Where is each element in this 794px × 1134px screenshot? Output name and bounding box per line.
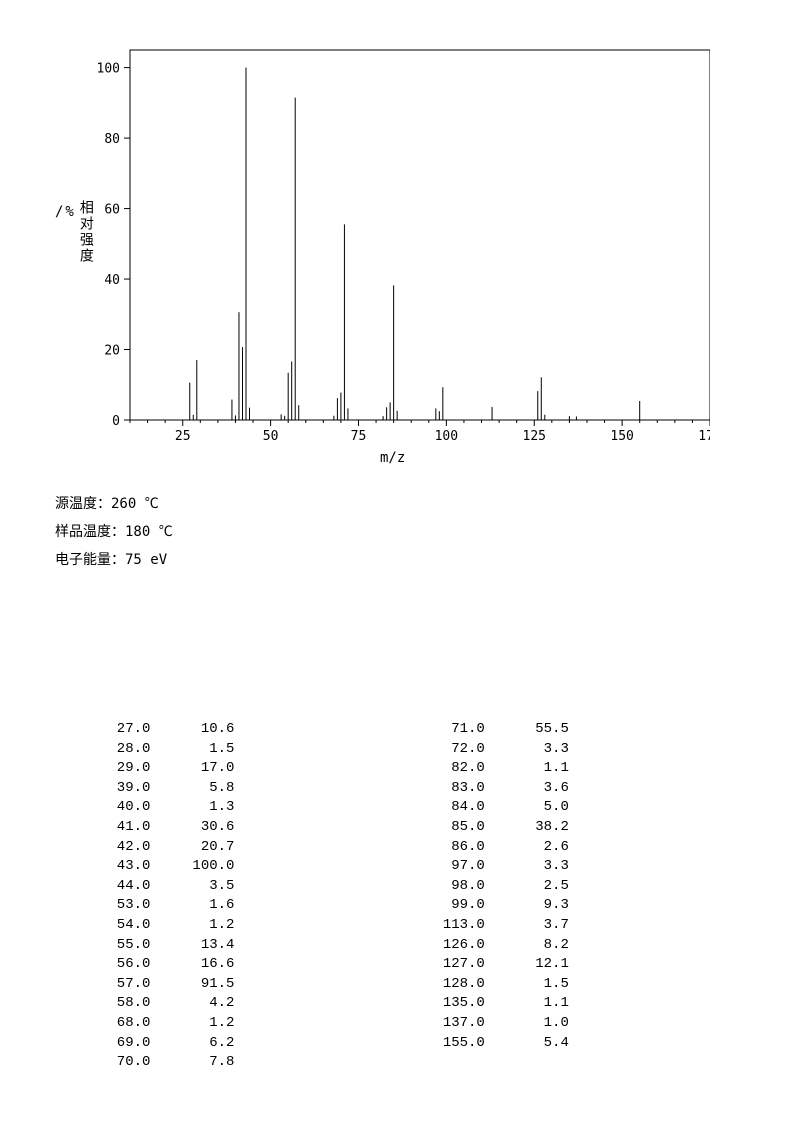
electron-energy-label: 电子能量： — [55, 552, 125, 568]
svg-text:175: 175 — [698, 429, 710, 440]
svg-text:75: 75 — [351, 429, 367, 440]
svg-text:100: 100 — [435, 429, 458, 440]
sample-temp-row: 样品温度：180 ℃ — [55, 518, 173, 546]
svg-text:40: 40 — [104, 273, 120, 288]
x-axis-label: m/z — [380, 450, 405, 466]
data-table-right: 71.0 55.5 72.0 3.3 82.0 1.1 83.0 3.6 84.… — [434, 720, 568, 1073]
sample-temp-value: 180 ℃ — [125, 524, 173, 540]
source-temp-label: 源温度： — [55, 496, 111, 512]
svg-text:60: 60 — [104, 203, 120, 218]
svg-text:150: 150 — [610, 429, 633, 440]
svg-text:25: 25 — [175, 429, 191, 440]
svg-text:80: 80 — [104, 132, 120, 147]
svg-text:0: 0 — [112, 414, 120, 429]
mass-spectrum-chart: 0 20 40 60 80 100 25 50 75 100 125 150 175 — [70, 40, 710, 440]
electron-energy-value: 75 eV — [125, 552, 167, 568]
svg-text:50: 50 — [263, 429, 279, 440]
svg-text:100: 100 — [97, 62, 120, 77]
y-axis-label-text: 相对强度 — [78, 200, 94, 264]
svg-text:20: 20 — [104, 344, 120, 359]
source-temp-row: 源温度：260 ℃ — [55, 490, 173, 518]
y-axis-label-unit: /% — [55, 204, 76, 220]
sample-temp-label: 样品温度： — [55, 524, 125, 540]
svg-text:125: 125 — [523, 429, 546, 440]
data-table-left: 27.0 10.6 28.0 1.5 29.0 17.0 39.0 5.8 40… — [100, 720, 234, 1073]
metadata-block: 源温度：260 ℃ 样品温度：180 ℃ 电子能量：75 eV — [55, 490, 173, 574]
source-temp-value: 260 ℃ — [111, 496, 159, 512]
data-tables: 27.0 10.6 28.0 1.5 29.0 17.0 39.0 5.8 40… — [100, 720, 569, 1073]
electron-energy-row: 电子能量：75 eV — [55, 546, 173, 574]
y-axis-label: 相对强度/% — [55, 200, 96, 264]
spectrum-svg: 0 20 40 60 80 100 25 50 75 100 125 150 175 — [70, 40, 710, 440]
